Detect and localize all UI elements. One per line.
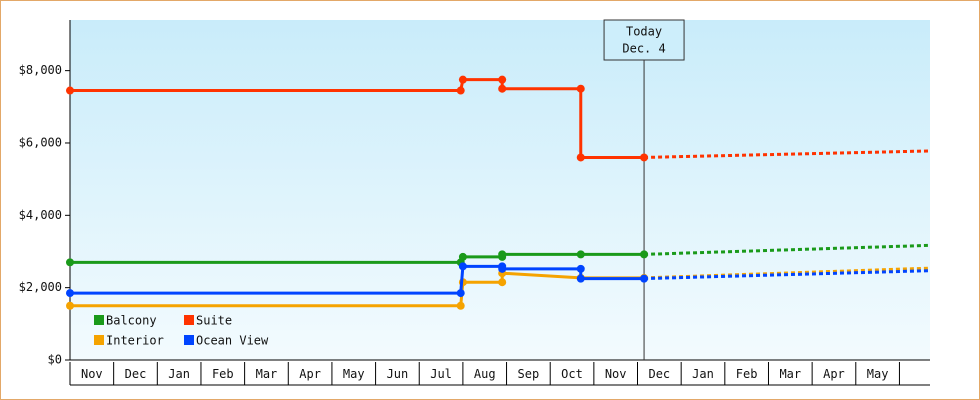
today-box bbox=[603, 19, 685, 61]
point bbox=[576, 153, 585, 162]
point bbox=[640, 274, 649, 283]
legend-label: Interior bbox=[106, 334, 164, 348]
point bbox=[498, 278, 507, 287]
forecast-line bbox=[644, 269, 931, 281]
plot-area bbox=[70, 20, 930, 360]
y-tick-label: $6,000 bbox=[19, 135, 62, 149]
x-tick-label: Sep bbox=[518, 367, 540, 381]
point bbox=[458, 252, 467, 261]
point bbox=[576, 264, 585, 273]
legend-label: Suite bbox=[196, 314, 232, 328]
point bbox=[66, 289, 74, 298]
point bbox=[498, 250, 507, 259]
x-tick-label: May bbox=[343, 367, 365, 381]
legend-label: Balcony bbox=[106, 314, 157, 328]
point bbox=[498, 84, 507, 93]
point bbox=[576, 84, 585, 93]
legend-swatch bbox=[94, 315, 104, 325]
x-tick-label: Aug bbox=[474, 367, 496, 381]
x-tick-label: May bbox=[867, 367, 889, 381]
forecast-line bbox=[644, 266, 931, 280]
x-tick-label: Jul bbox=[430, 367, 452, 381]
point bbox=[66, 301, 74, 310]
x-tick-label: Nov bbox=[81, 367, 103, 381]
today-label: Today bbox=[626, 25, 662, 39]
x-tick-label: Mar bbox=[779, 367, 801, 381]
point bbox=[456, 301, 465, 310]
point bbox=[640, 153, 649, 162]
today-label: Dec. 4 bbox=[622, 42, 665, 56]
forecast-line bbox=[644, 243, 931, 256]
point bbox=[576, 274, 585, 283]
x-tick-label: Feb bbox=[736, 367, 758, 381]
x-tick-label: Jan bbox=[168, 367, 190, 381]
point bbox=[640, 250, 649, 259]
x-tick-label: Apr bbox=[299, 367, 321, 381]
point bbox=[456, 289, 465, 298]
point bbox=[498, 75, 507, 84]
point bbox=[456, 86, 465, 95]
x-tick-label: Mar bbox=[256, 367, 278, 381]
x-tick-label: Dec bbox=[125, 367, 147, 381]
x-tick-label: Dec bbox=[648, 367, 670, 381]
forecast-line bbox=[644, 149, 931, 159]
legend-swatch bbox=[94, 335, 104, 345]
x-tick-label: Oct bbox=[561, 367, 583, 381]
y-tick-label: $8,000 bbox=[19, 63, 62, 77]
y-tick-label: $0 bbox=[48, 353, 62, 367]
x-tick-label: Nov bbox=[605, 367, 627, 381]
x-tick-label: Jun bbox=[387, 367, 409, 381]
x-tick-label: Jan bbox=[692, 367, 714, 381]
x-tick-label: Apr bbox=[823, 367, 845, 381]
legend-label: Ocean View bbox=[196, 334, 269, 348]
y-tick-label: $4,000 bbox=[19, 208, 62, 222]
point bbox=[66, 258, 74, 267]
x-tick-label: Feb bbox=[212, 367, 234, 381]
point bbox=[66, 86, 74, 95]
legend-swatch bbox=[184, 335, 194, 345]
point bbox=[458, 262, 467, 271]
y-tick-label: $2,000 bbox=[19, 280, 62, 294]
legend-swatch bbox=[184, 315, 194, 325]
point bbox=[498, 264, 507, 273]
point bbox=[458, 75, 467, 84]
point bbox=[576, 250, 585, 259]
